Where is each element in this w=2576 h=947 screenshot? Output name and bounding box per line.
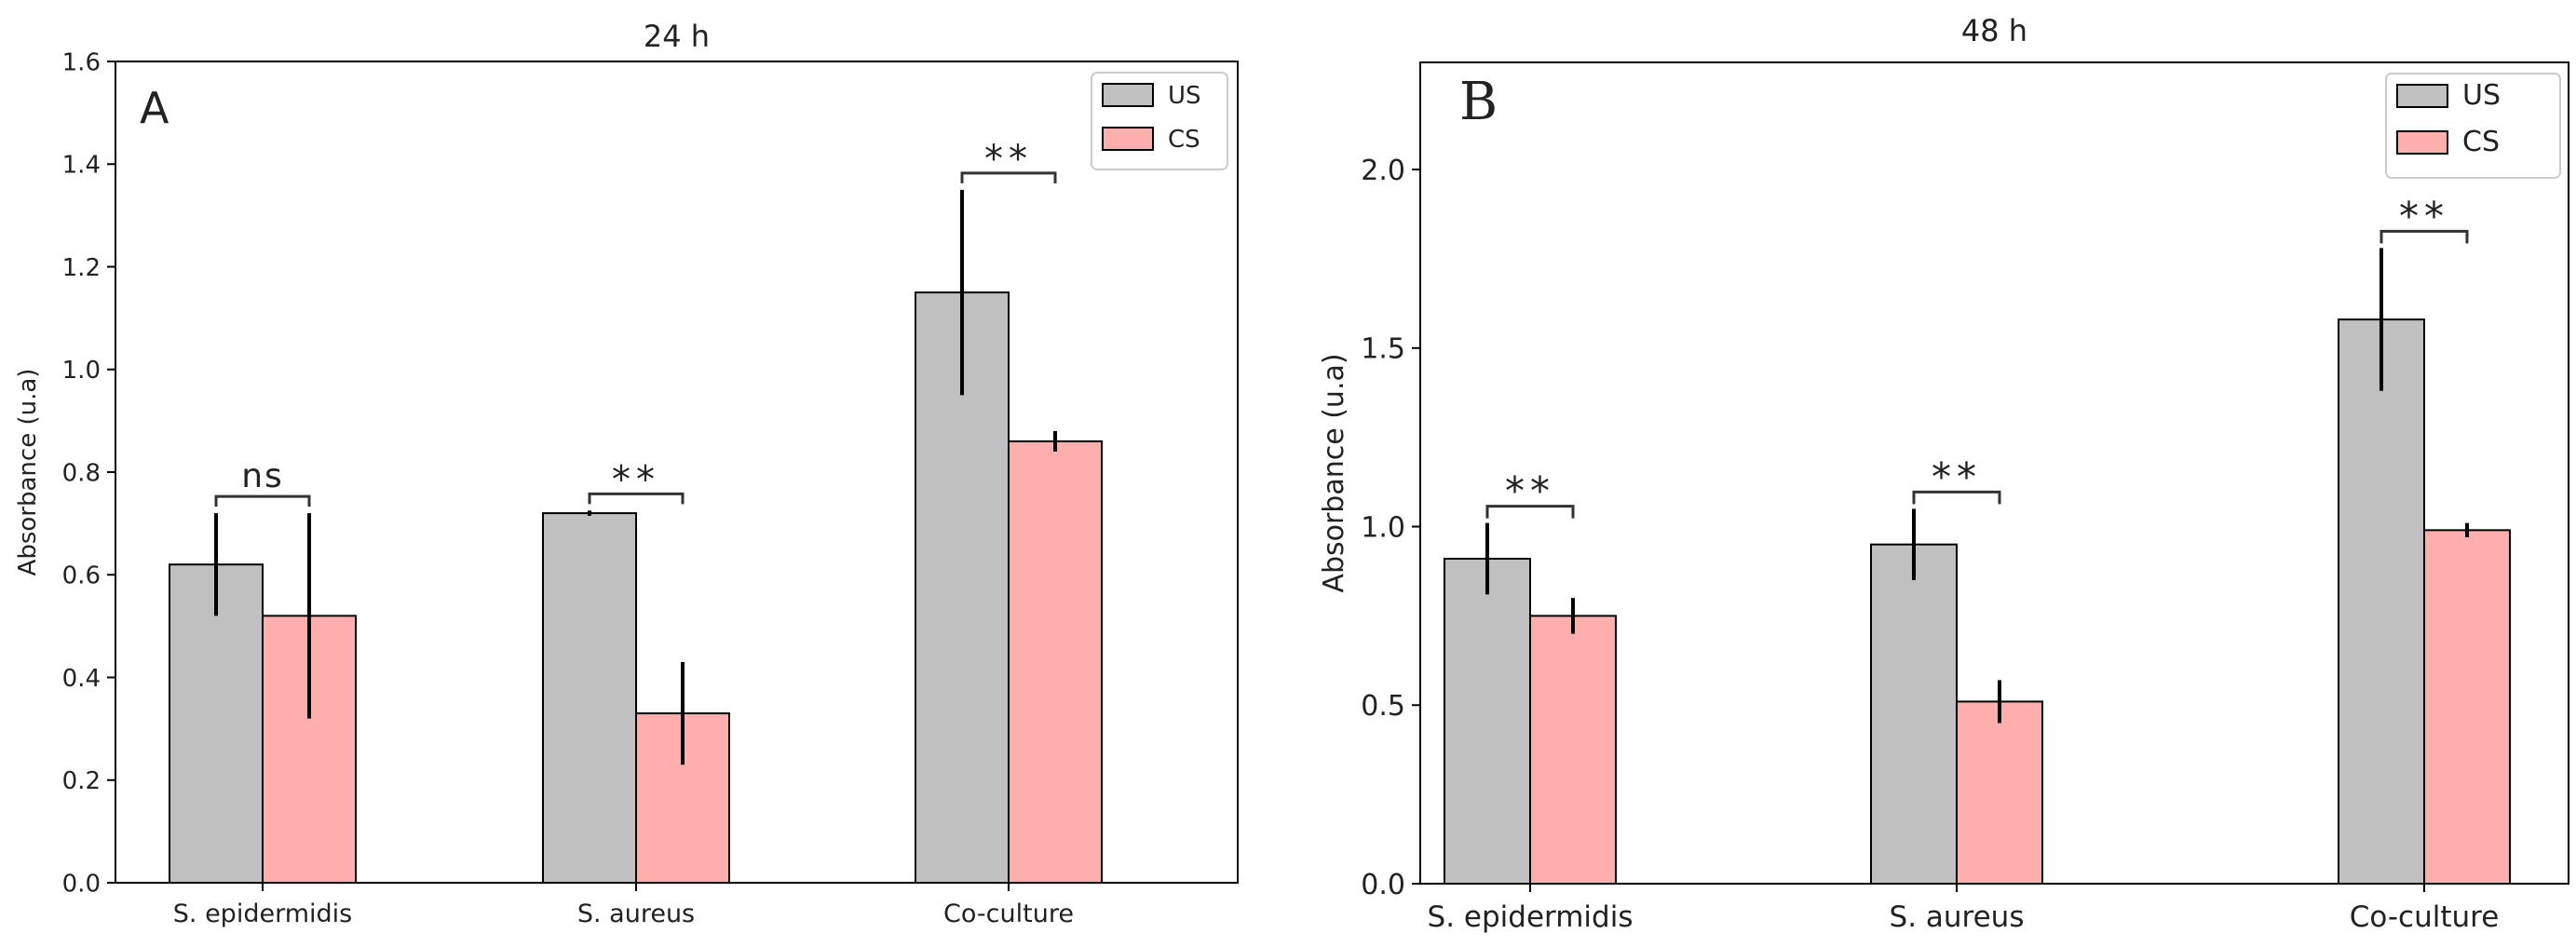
- chart1-bar-US: [1444, 558, 1531, 885]
- chart0-bar-CS: [1008, 440, 1103, 884]
- chart1-ytick-label: 0.5: [1361, 690, 1405, 723]
- chart1-bar-CS: [1529, 615, 1617, 885]
- chart1-legend-label-CS: CS: [2462, 126, 2500, 158]
- chart1-ytick-label: 1.0: [1361, 511, 1405, 544]
- chart1-panel: 48 h B 0.0 0.5 1.0 1.5 2.0 Absorbance (u.a) S. e…: [1318, 13, 2569, 934]
- chart0-legend-label-US: US: [1168, 82, 1201, 110]
- chart1-significance-label: **: [1505, 468, 1555, 514]
- chart0-category-label: S. aureus: [577, 900, 695, 928]
- chart0-ytick-label: 1.2: [62, 254, 101, 282]
- chart0-ylabel: Absorbance (u.a): [14, 369, 42, 576]
- chart0-ytick-label: 1.6: [62, 48, 101, 76]
- chart0-significance-label: **: [612, 458, 660, 501]
- chart0-significance-bracket: [588, 492, 685, 505]
- chart1-significance-bracket: [1912, 490, 2001, 505]
- chart1-panel-letter: B: [1459, 72, 1498, 132]
- chart1-bar-CS: [2423, 529, 2511, 885]
- chart0-bar-US: [542, 512, 637, 884]
- chart1-legend-label-US: US: [2462, 79, 2501, 112]
- chart0-ytick-label: 0.0: [62, 870, 101, 898]
- chart1-ytick-label: 2.0: [1361, 155, 1405, 187]
- chart0-ytick-label: 0.6: [62, 562, 101, 590]
- chart1-title: 48 h: [1961, 13, 2027, 48]
- chart0-panel: 24 h A 0.0 0.2 0.4 0.6 0.8 1.0 1.2 1.4 1.6 Absorban…: [14, 19, 1239, 928]
- chart0-ytick-label: 0.4: [62, 665, 101, 693]
- chart0-significance-bracket: [960, 171, 1057, 183]
- chart0-category-label: S. epidermidis: [173, 900, 352, 928]
- chart0-ytick-label: 1.4: [62, 152, 101, 180]
- chart1-significance-bracket: [2379, 229, 2469, 244]
- chart1-significance-bracket: [1485, 505, 1575, 519]
- chart0-legend-swatch-CS: [1102, 127, 1154, 151]
- chart1-ylabel: Absorbance (u.a): [1318, 353, 1350, 592]
- chart1-significance-label: **: [1932, 453, 1982, 499]
- chart1-legend-swatch-CS: [2396, 130, 2448, 155]
- chart1-bar-CS: [1956, 700, 2043, 885]
- chart1-bar-US: [1870, 543, 1958, 886]
- chart0-category-label: Co-culture: [943, 900, 1074, 928]
- chart1-bar-US: [2338, 318, 2425, 885]
- chart0-title: 24 h: [644, 19, 710, 54]
- chart1-legend-swatch-US: [2396, 84, 2448, 108]
- chart0-significance-label: ns: [241, 457, 284, 495]
- chart0-significance-label: **: [984, 138, 1033, 181]
- chart0-ytick-label: 1.0: [62, 357, 101, 385]
- chart0-ytick-label: 0.2: [62, 767, 101, 795]
- chart1-ytick-label: 0.0: [1361, 869, 1405, 901]
- chart0-ytick-label: 0.8: [62, 459, 101, 487]
- chart1-category-label: S. epidermidis: [1428, 900, 1634, 934]
- chart0-legend-swatch-US: [1102, 83, 1154, 107]
- chart1-category-label: S. aureus: [1890, 900, 2025, 934]
- chart0-bar-US: [169, 563, 264, 884]
- chart0-panel-letter: A: [140, 83, 169, 133]
- chart1-ytick-label: 1.5: [1361, 333, 1405, 366]
- chart0-significance-bracket: [214, 494, 311, 507]
- chart1-category-label: Co-culture: [2350, 900, 2500, 934]
- chart0-legend-label-CS: CS: [1168, 126, 1200, 154]
- chart1-significance-label: **: [2399, 193, 2449, 238]
